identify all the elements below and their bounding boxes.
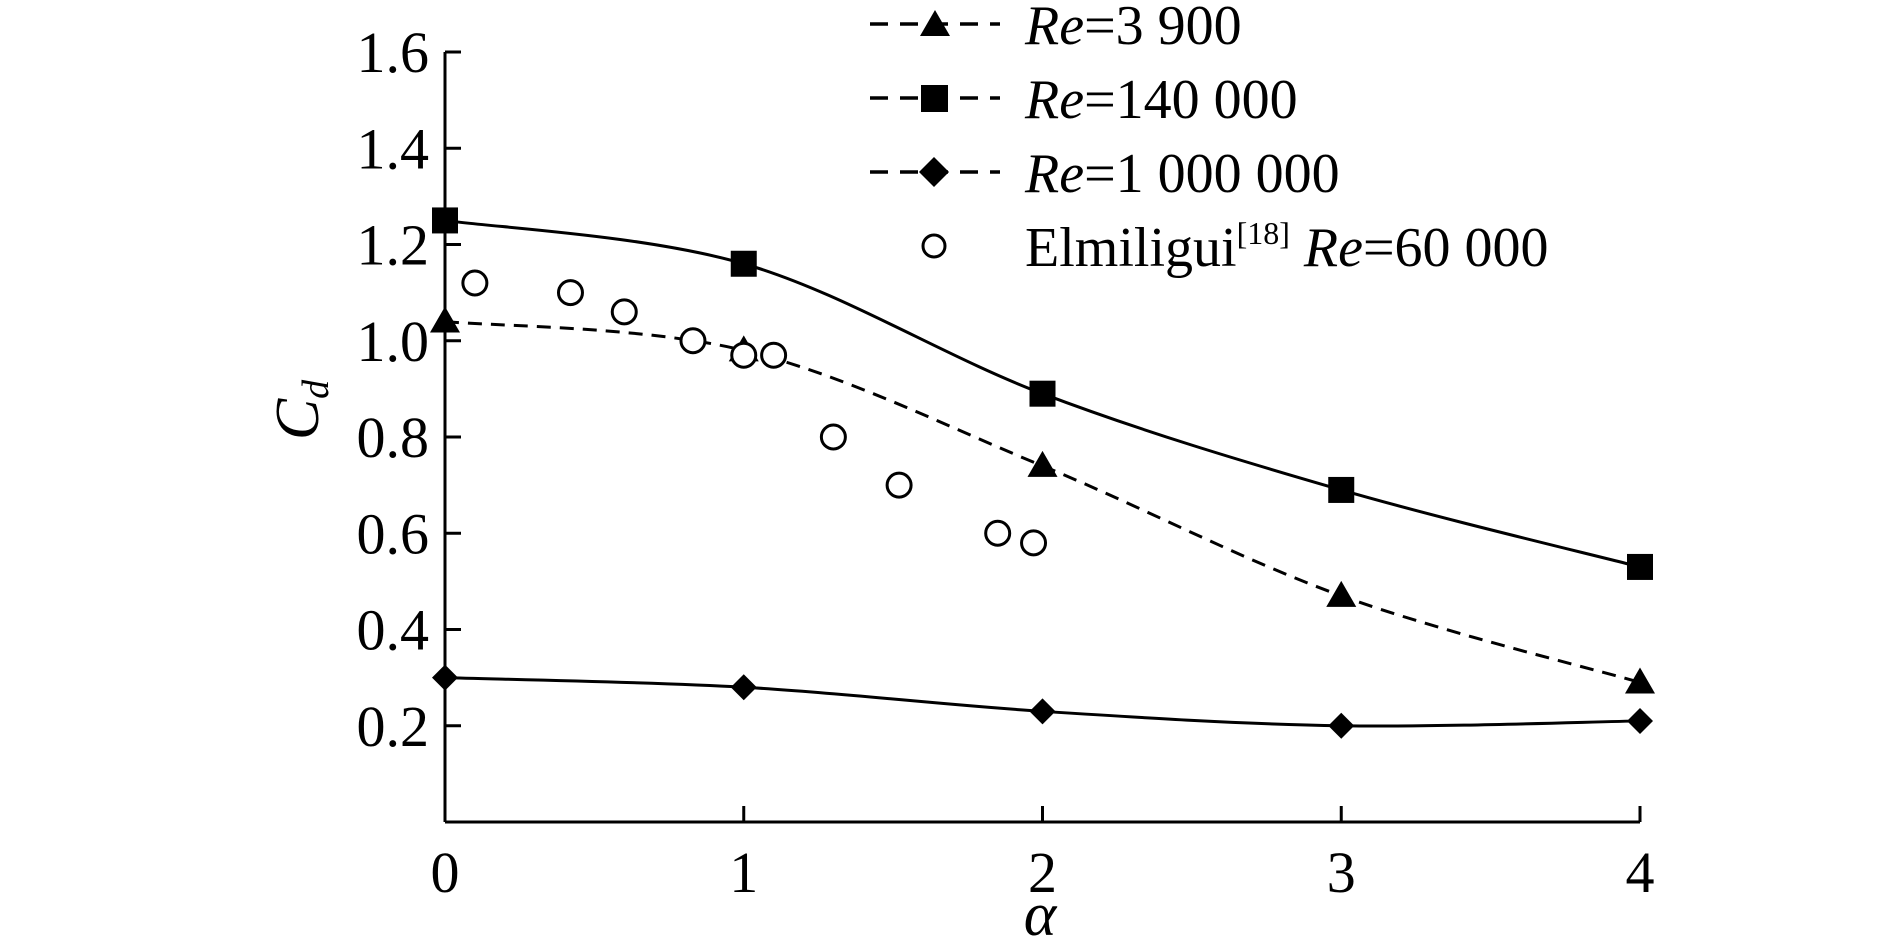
circle-point [730, 341, 758, 369]
circle-point [679, 327, 707, 355]
square-point [1627, 553, 1653, 580]
circle-point [984, 519, 1012, 547]
series-0 [430, 306, 1655, 694]
series-1 [432, 207, 1653, 580]
y-tick-label: 0.6 [357, 501, 430, 566]
diamond-point [1627, 707, 1653, 734]
y-ticks: 0.2 0.4 0.6 0.8 1.0 1.2 1.4 1.6 [357, 20, 461, 759]
open-circle-marker-icon [921, 233, 947, 259]
diamond-point [432, 664, 458, 691]
y-axis-title: Cd [264, 379, 337, 440]
y-axis-title-main: C [264, 398, 332, 440]
y-tick-label: 1.2 [357, 213, 430, 278]
diamond-point [730, 674, 757, 701]
triangle-point [1326, 580, 1357, 607]
circle-point [556, 279, 584, 307]
circle-point [610, 298, 638, 326]
x-tick-label: 2 [1028, 840, 1057, 905]
circle-point [885, 471, 913, 499]
square-point [1328, 476, 1355, 503]
circle-point [819, 423, 847, 451]
y-tick-label: 0.4 [357, 598, 430, 663]
y-tick-label: 0.8 [357, 405, 430, 470]
x-tick-label: 3 [1327, 840, 1356, 905]
legend-label-re-1000000: Re=1 000 000 [1024, 143, 1340, 205]
diamond-marker-icon [919, 157, 949, 187]
series-line [444, 320, 1641, 684]
diamond-point [1029, 698, 1056, 725]
y-tick-label: 1.4 [357, 116, 430, 181]
legend-item-elmiligui: Elmiligui[18] Re=60 000 [921, 215, 1549, 279]
triangle-point [430, 306, 460, 333]
x-tick-label: 1 [729, 840, 758, 905]
legend-item-re-140000: Re=140 000 [870, 69, 1298, 131]
legend-item-re-1000000: Re=1 000 000 [870, 143, 1340, 205]
circle-point [760, 341, 788, 369]
x-axis-title: α [1024, 881, 1058, 937]
triangle-point [1027, 450, 1058, 477]
diamond-point [1328, 712, 1355, 739]
legend-label-re-140000: Re=140 000 [1024, 69, 1298, 131]
circle-point [461, 269, 489, 297]
x-ticks: 0 1 2 3 4 [431, 806, 1655, 905]
series-3 [461, 269, 1048, 557]
triangle-marker-icon [920, 10, 950, 36]
circle-point [1020, 529, 1048, 557]
y-tick-label: 0.2 [357, 694, 430, 759]
legend-label-re-3900: Re=3 900 [1024, 0, 1242, 57]
legend: Re=3 900 Re=140 000 Re=1 000 000 Elmilig… [870, 0, 1549, 279]
series-layer [430, 207, 1655, 739]
legend-label-elmiligui: Elmiligui[18] Re=60 000 [1025, 215, 1549, 279]
x-tick-label: 0 [431, 840, 460, 905]
x-tick-label: 4 [1626, 840, 1655, 905]
triangle-point [1625, 667, 1655, 694]
legend-item-re-3900: Re=3 900 [870, 0, 1242, 57]
square-point [730, 250, 757, 277]
square-point [1029, 380, 1056, 407]
y-tick-label: 1.0 [357, 309, 430, 374]
series-2 [432, 664, 1653, 739]
y-axis-title-sub: d [295, 379, 337, 399]
y-tick-label: 1.6 [357, 20, 430, 85]
square-marker-icon [921, 85, 948, 112]
square-point [432, 207, 458, 234]
